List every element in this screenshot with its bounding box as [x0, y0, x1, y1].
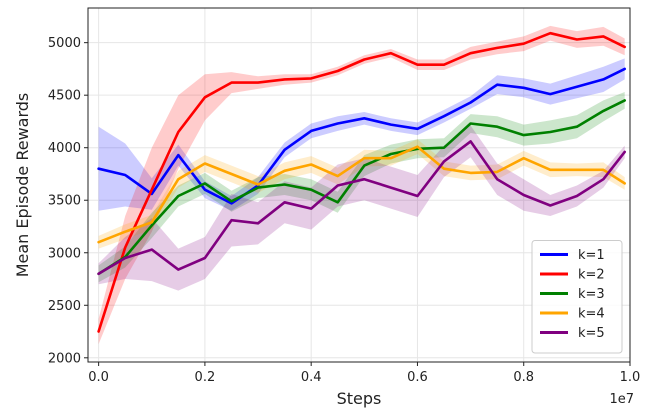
- legend-label: k=5: [578, 326, 605, 341]
- band-k=5: [98, 125, 625, 291]
- line-k=5: [97, 140, 627, 276]
- x-tick-label: 0.6: [407, 370, 428, 385]
- line-k=3: [97, 99, 627, 276]
- tick-labels: 0.0 0.2 0.4 0.6 0.8 1.0 2000 2500 3000 3500 4000 45…: [48, 36, 640, 385]
- legend-label: k=1: [578, 248, 605, 263]
- x-tick-label: 0.2: [195, 370, 216, 385]
- y-tick-label: 4000: [48, 141, 81, 156]
- x-tick-label: 0.8: [513, 370, 534, 385]
- band-k=4: [98, 139, 625, 249]
- y-axis-title: Mean Episode Rewards: [13, 93, 32, 278]
- y-tick-label: 3000: [48, 246, 81, 261]
- axes-frame: [87, 7, 631, 363]
- series-lines: [97, 31, 627, 333]
- y-tick-label: 4500: [48, 89, 81, 104]
- y-tick-label: 5000: [48, 36, 81, 51]
- band-k=1: [98, 58, 625, 211]
- x-tick-label: 0.0: [88, 370, 109, 385]
- x-tick-label: 0.4: [301, 370, 322, 385]
- x-axis-title: Steps: [337, 389, 382, 408]
- line-k=1: [97, 67, 627, 205]
- legend-label: k=3: [578, 287, 605, 302]
- legend-label: k=2: [578, 268, 605, 283]
- legend-label: k=4: [578, 307, 605, 322]
- y-tick-label: 2000: [48, 351, 81, 366]
- legend: k=1 k=2 k=3 k=4 k=5: [531, 240, 623, 354]
- y-tick-label: 3500: [48, 194, 81, 209]
- x-tick-label: 1.0: [620, 370, 641, 385]
- x-axis-multiplier: 1e7: [609, 392, 634, 407]
- plot-frame: [87, 7, 631, 363]
- line-k=4: [97, 145, 627, 244]
- y-tick-label: 2500: [48, 299, 81, 314]
- line-k=2: [97, 31, 627, 333]
- legend-box: [531, 240, 623, 354]
